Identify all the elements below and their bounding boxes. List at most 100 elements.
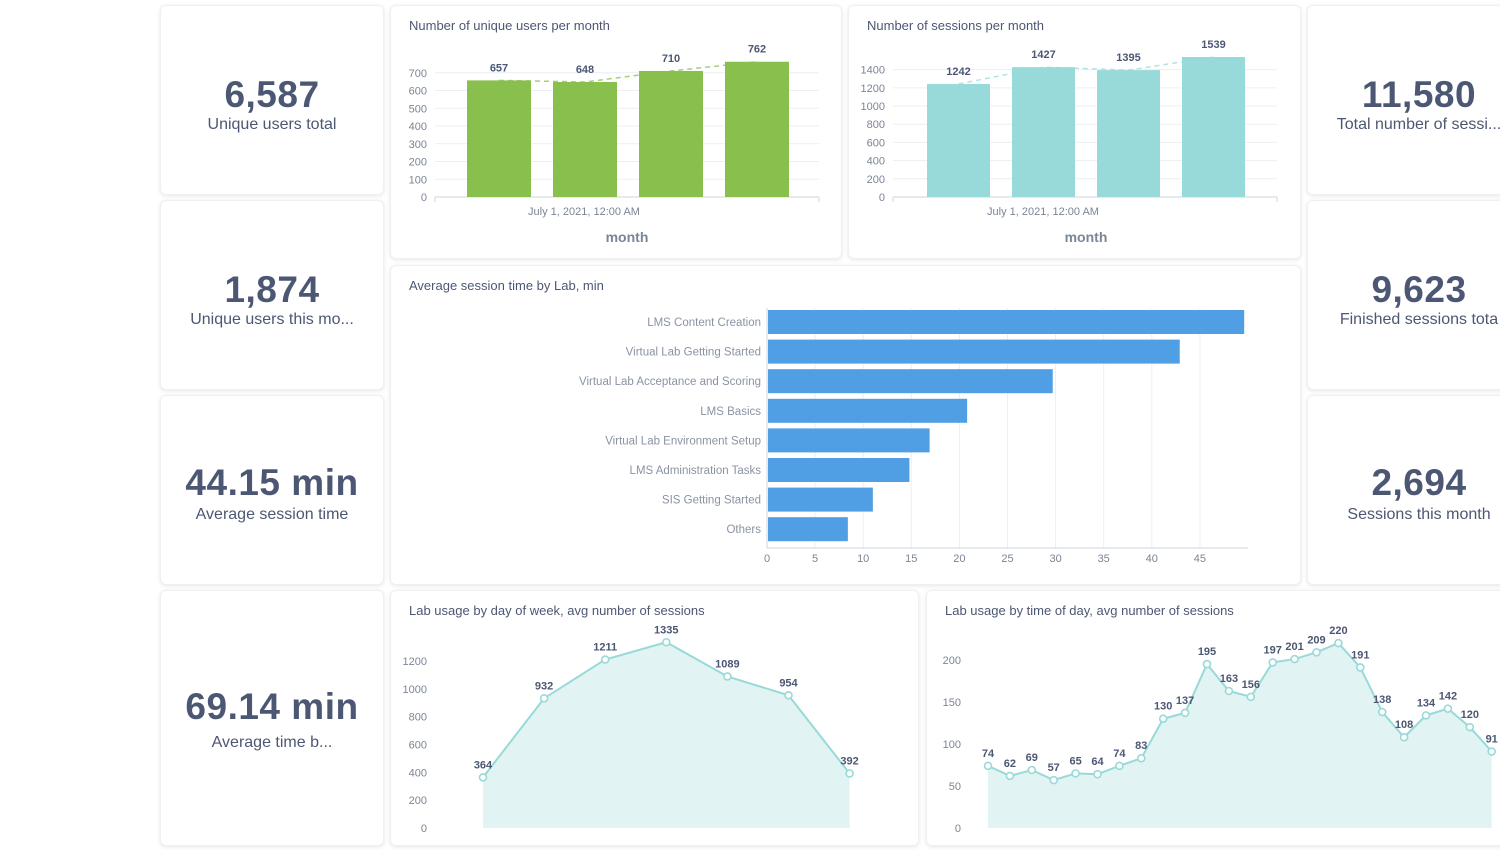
- data-label: 1211: [593, 642, 617, 654]
- data-point: [478, 773, 488, 782]
- data-label: 392: [840, 755, 858, 767]
- data-point: [723, 672, 732, 681]
- data-label: 1395: [1116, 52, 1140, 64]
- day-of-week-area-chart: 0 200 400 600 800 1000 1200 364 932 1211 1335 1089 9…: [403, 624, 859, 835]
- kpi-value: 44.15 min: [185, 462, 359, 503]
- x-axis-title: month: [606, 229, 649, 245]
- chart-title: Lab usage by day of week, avg number of …: [409, 603, 705, 618]
- category-label: SIS Getting Started: [662, 495, 761, 507]
- x-tick-label: 45: [1194, 553, 1206, 565]
- bar: [768, 398, 968, 423]
- data-label: 648: [576, 64, 594, 76]
- data-point: [1487, 747, 1497, 756]
- y-tick-label: 50: [949, 781, 961, 793]
- x-tick-label: 20: [953, 553, 965, 565]
- x-tick-label: July 1, 2021, 12:00 AM: [528, 206, 640, 218]
- data-point: [784, 690, 793, 700]
- trend-line: [958, 56, 1214, 85]
- kpi-card-sessions-month[interactable]: 2,694 Sessions this month: [1307, 395, 1500, 585]
- data-label: 120: [1461, 709, 1479, 721]
- kpi-label: Sessions this month: [1347, 506, 1491, 523]
- data-label: 191: [1351, 649, 1369, 661]
- data-point: [1377, 707, 1387, 717]
- data-label: 156: [1242, 679, 1260, 691]
- y-tick-label: 400: [409, 121, 427, 133]
- data-label: 142: [1439, 691, 1457, 703]
- y-tick-label: 1000: [403, 684, 427, 696]
- data-label: 195: [1198, 646, 1216, 658]
- y-tick-label: 100: [943, 739, 961, 751]
- x-tick-label: 5: [812, 553, 818, 565]
- y-tick-label: 500: [409, 103, 427, 115]
- bar: [768, 428, 930, 453]
- data-label: 1427: [1031, 49, 1055, 61]
- data-label: 1242: [946, 66, 970, 78]
- kpi-card-avg-session[interactable]: 44.15 min Average session time: [160, 395, 384, 585]
- data-point: [1399, 732, 1409, 742]
- bar: [768, 310, 1245, 334]
- x-tick-label: 10: [857, 553, 869, 565]
- kpi-card-sessions-total[interactable]: 11,580 Total number of sessi...: [1307, 5, 1500, 195]
- data-point: [1158, 714, 1168, 724]
- category-label: Virtual Lab Environment Setup: [605, 435, 761, 447]
- chart-title: Number of unique users per month: [409, 18, 610, 33]
- chart-card-day-of-week[interactable]: Lab usage by day of week, avg number of …: [390, 590, 919, 846]
- y-tick-label: 200: [943, 655, 961, 667]
- chart-card-avg-session-time[interactable]: Average session time by Lab, min 0 5 10 15 2…: [390, 265, 1301, 585]
- bar: [639, 70, 703, 197]
- y-tick-label: 0: [955, 823, 961, 835]
- chart-title: Lab usage by time of day, avg number of …: [945, 603, 1234, 618]
- data-point: [600, 655, 610, 664]
- kpi-card-finished-sessions[interactable]: 9,623 Finished sessions tota: [1307, 200, 1500, 390]
- kpi-value: 69.14 min: [185, 686, 359, 727]
- kpi-label: Average session time: [195, 506, 349, 523]
- data-label: 108: [1395, 719, 1413, 731]
- y-tick-label: 400: [409, 767, 427, 779]
- y-tick-label: 100: [409, 174, 427, 186]
- kpi-value: 9,623: [1371, 269, 1467, 310]
- data-point: [1049, 775, 1058, 785]
- kpi-value: 1,874: [224, 269, 320, 310]
- y-tick-label: 1200: [403, 656, 427, 668]
- data-point: [1246, 692, 1256, 702]
- chart-card-sessions[interactable]: Number of sessions per month 0 200 400 600 8…: [848, 5, 1301, 259]
- y-tick-label: 600: [867, 137, 885, 149]
- kpi-label: Unique users this mo...: [190, 311, 354, 328]
- kpi-card-users-month[interactable]: 1,874 Unique users this mo...: [160, 200, 384, 390]
- y-tick-label: 0: [879, 192, 885, 204]
- chart-title: Average session time by Lab, min: [409, 278, 604, 293]
- data-label: 138: [1373, 694, 1391, 706]
- category-label: LMS Administration Tasks: [630, 465, 762, 477]
- kpi-card-avg-time-b[interactable]: 69.14 min Average time b...: [160, 590, 384, 846]
- data-label: 57: [1048, 762, 1060, 774]
- data-point: [1355, 663, 1365, 672]
- data-point: [1312, 648, 1321, 657]
- data-point: [661, 637, 671, 647]
- y-tick-label: 200: [409, 795, 427, 807]
- data-label: 1539: [1201, 39, 1225, 51]
- data-label: 83: [1135, 740, 1147, 752]
- bar: [768, 487, 873, 512]
- y-tick-label: 150: [943, 697, 961, 709]
- category-label: Virtual Lab Acceptance and Scoring: [579, 376, 761, 388]
- data-point: [1224, 686, 1234, 696]
- chart-card-unique-users[interactable]: Number of unique users per month 0 100 200…: [390, 5, 842, 259]
- category-label: LMS Content Creation: [647, 317, 761, 329]
- data-label: 69: [1026, 752, 1038, 764]
- kpi-card-users-total[interactable]: 6,587 Unique users total: [160, 5, 384, 195]
- y-tick-label: 1400: [861, 65, 885, 77]
- unique-users-bar-chart: 0 100 200 300 400 500 600 700 657 648 710 762 July 1…: [409, 44, 820, 245]
- chart-card-time-of-day[interactable]: Lab usage by time of day, avg number of …: [926, 590, 1500, 846]
- data-point: [1093, 769, 1102, 779]
- kpi-label: Average time b...: [211, 734, 333, 751]
- x-tick-label: 30: [1049, 553, 1061, 565]
- data-label: 62: [1004, 758, 1016, 770]
- category-label: Virtual Lab Getting Started: [626, 347, 761, 359]
- bar: [768, 369, 1053, 394]
- y-tick-label: 700: [409, 68, 427, 80]
- data-point: [1071, 769, 1080, 778]
- data-label: 364: [474, 759, 493, 771]
- data-point: [1268, 658, 1278, 667]
- category-label: LMS Basics: [700, 406, 761, 418]
- y-tick-label: 0: [421, 192, 427, 204]
